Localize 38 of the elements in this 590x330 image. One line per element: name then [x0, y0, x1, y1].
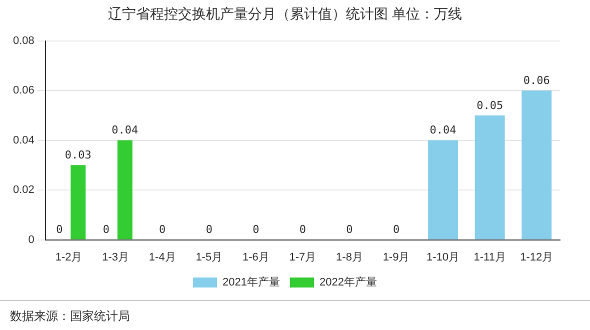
data-label: 0 — [102, 223, 110, 236]
data-label: 0.04 — [112, 124, 139, 137]
data-label: 0.05 — [476, 98, 504, 112]
x-tick-label: 1-9月 — [382, 251, 410, 264]
x-tick-label: 1-3月 — [102, 251, 130, 264]
bar — [117, 140, 132, 240]
data-label: 0 — [299, 223, 306, 236]
y-tick-label: 0.06 — [12, 84, 34, 97]
x-tick-label: 1-10月 — [426, 251, 460, 264]
data-label: 0 — [206, 223, 212, 236]
legend-label: 2021年产量 — [222, 276, 280, 289]
x-tick-label: 1-4月 — [148, 251, 176, 264]
data-label: 0.04 — [430, 124, 457, 137]
data-label: 0 — [392, 223, 400, 236]
x-tick-label: 1-7月 — [289, 251, 316, 264]
chart-title: 辽宁省程控交换机产量分月（累计值）统计图 单位：万线 — [108, 5, 462, 22]
y-tick-label: 0.04 — [12, 134, 34, 146]
bar — [428, 140, 458, 240]
data-label: 0.03 — [64, 148, 92, 162]
data-label: 0 — [252, 223, 260, 236]
y-tick-label: 0.02 — [12, 184, 34, 196]
x-tick-label: 1-12月 — [520, 251, 554, 264]
bar — [474, 115, 505, 240]
data-label: 0 — [56, 223, 63, 236]
x-tick-label: 1-2月 — [55, 251, 82, 264]
x-tick-label: 1-6月 — [242, 251, 270, 264]
data-label: 0 — [346, 223, 353, 236]
legend-label: 2022年产量 — [320, 276, 377, 289]
data-label: 0 — [159, 223, 166, 236]
x-tick-label: 1-5月 — [196, 251, 223, 264]
bar — [70, 165, 86, 240]
x-tick-label: 1-8月 — [336, 251, 363, 264]
y-tick-label: 0 — [28, 234, 34, 246]
data-label: 0.06 — [523, 74, 550, 87]
x-tick-label: 1-11月 — [474, 251, 506, 264]
y-tick-label: 0.08 — [12, 34, 34, 47]
bar — [522, 90, 552, 240]
source-note: 数据来源：国家统计局 — [0, 300, 590, 330]
